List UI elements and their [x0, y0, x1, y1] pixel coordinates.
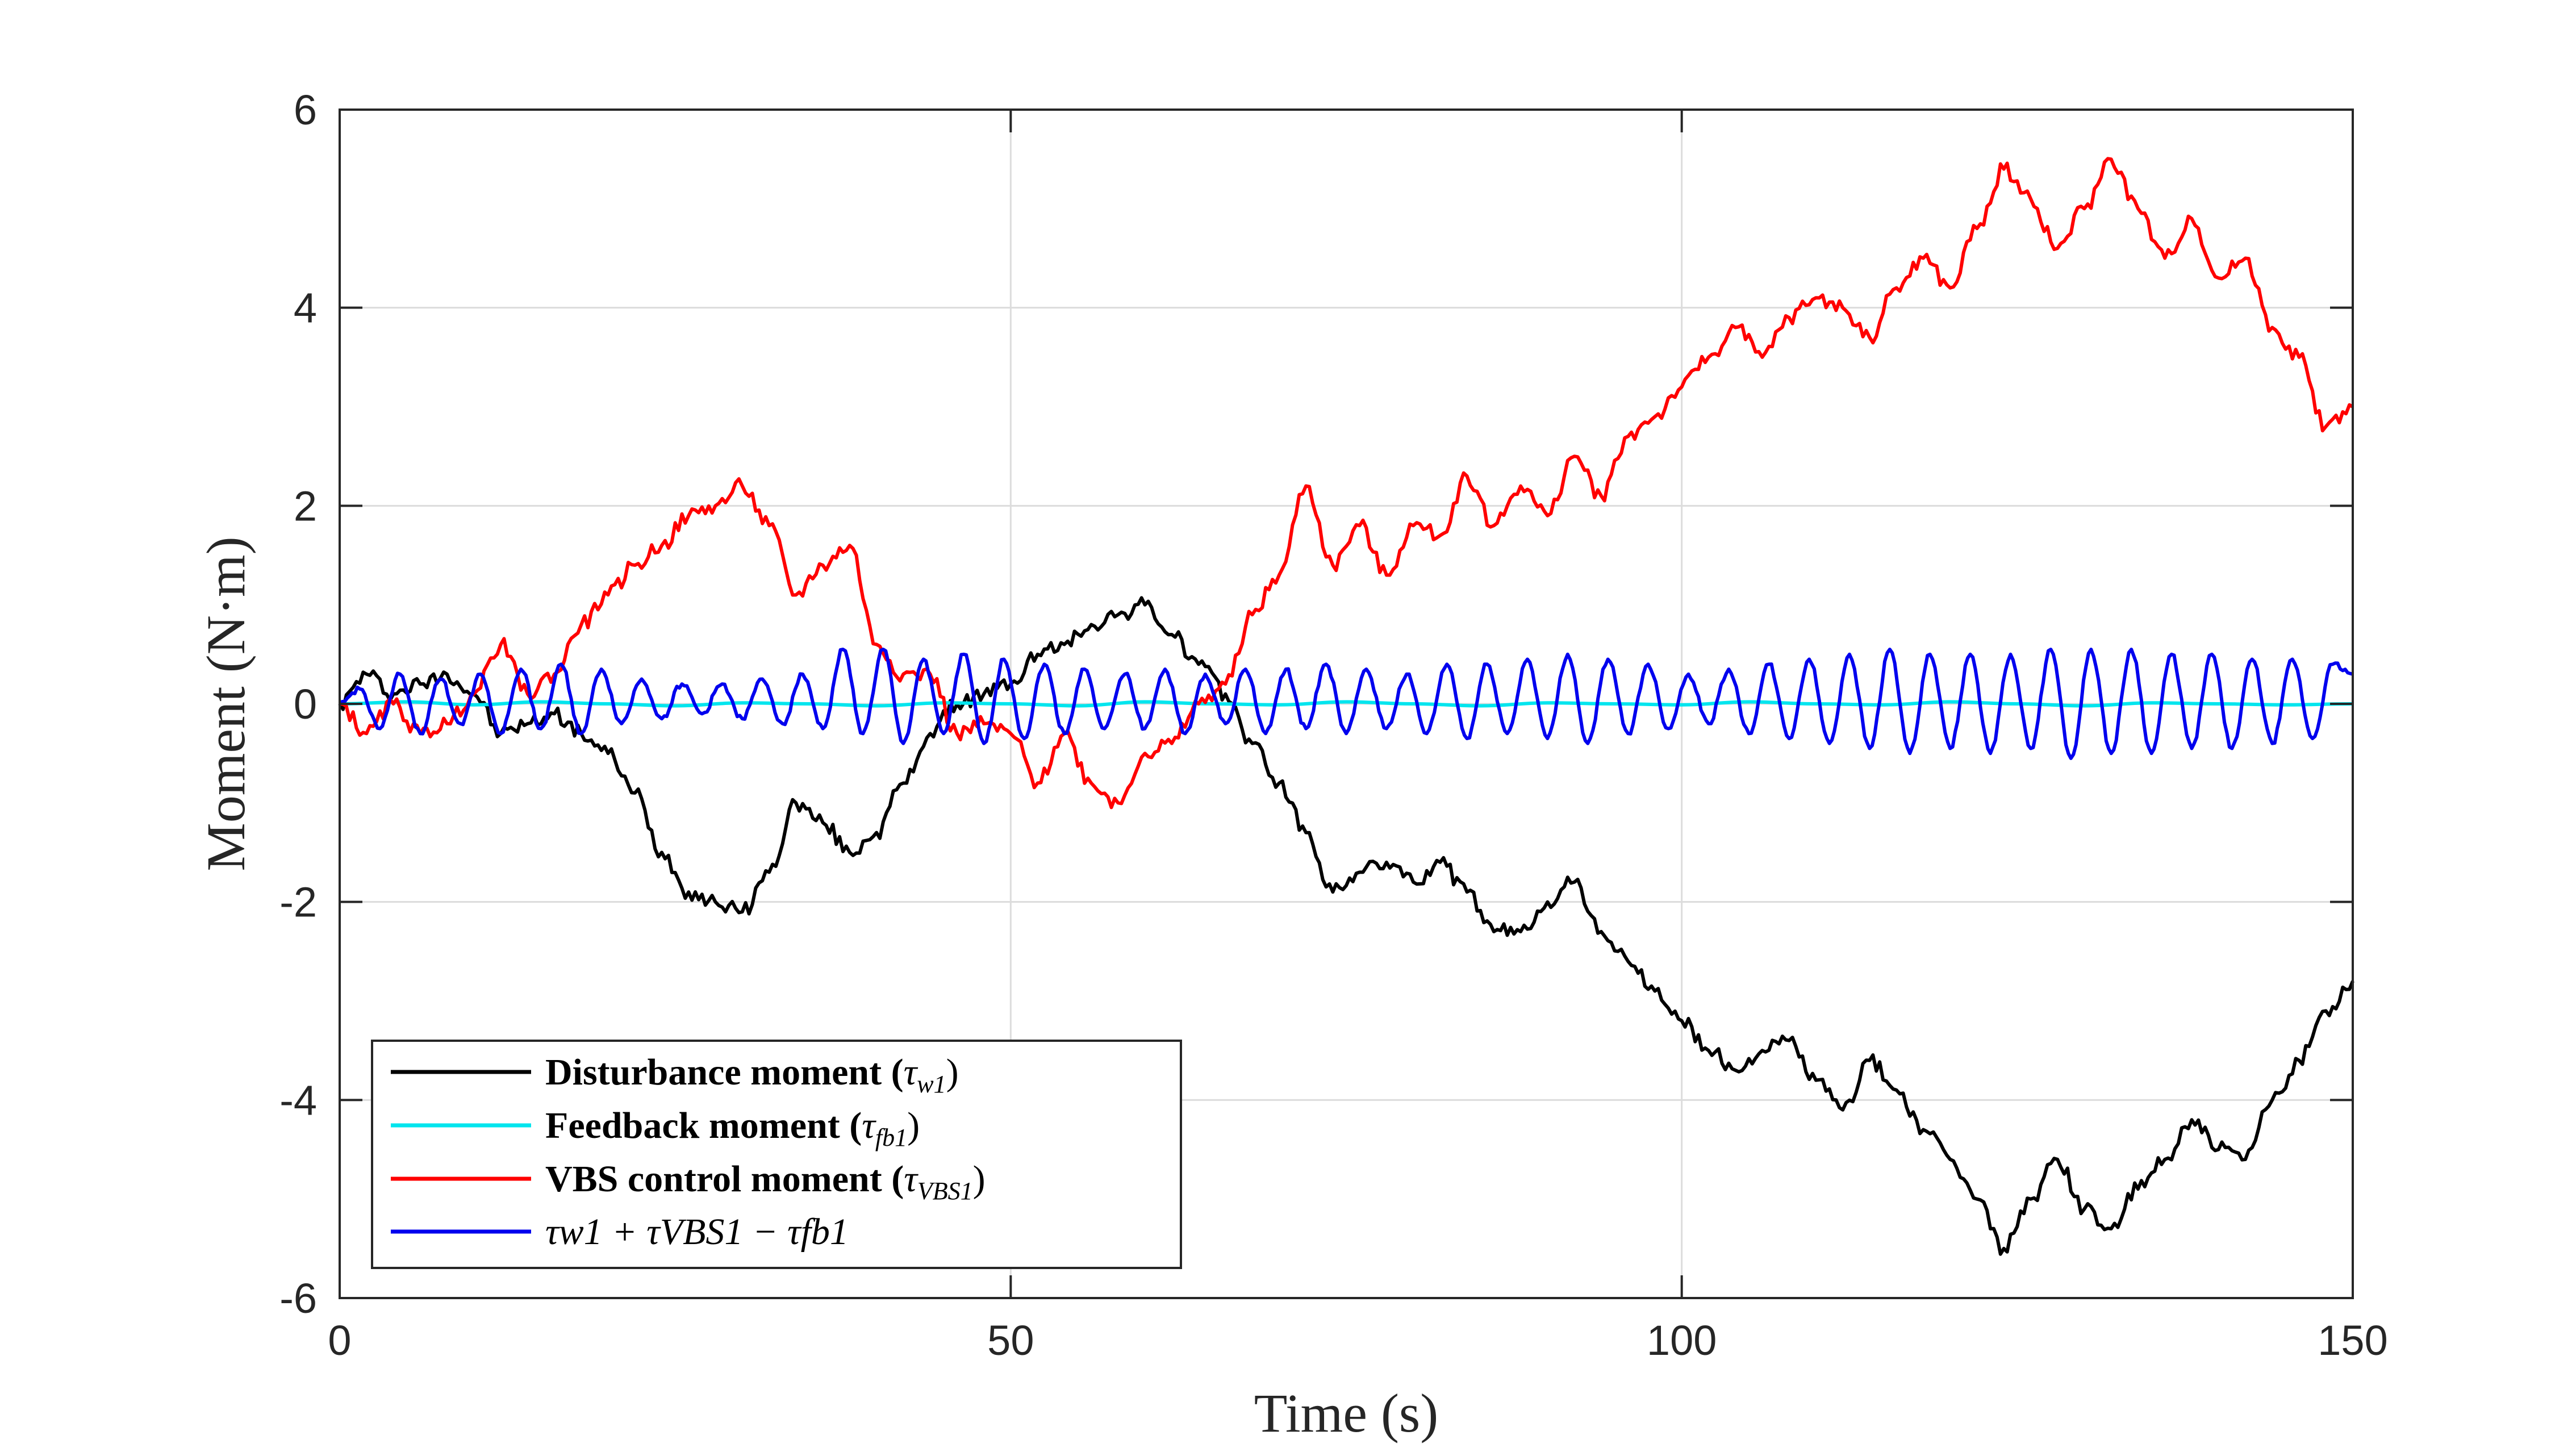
y-tick-label: 6: [294, 86, 317, 133]
legend-entry-label: VBS control moment (τVBS1): [545, 1158, 986, 1205]
x-axis-label: Time (s): [1254, 1383, 1439, 1443]
series-line-disturbance: [338, 596, 2354, 1256]
y-tick-label: -4: [279, 1077, 317, 1124]
x-tick-label: 100: [1647, 1317, 1717, 1364]
y-tick-label: 0: [294, 681, 317, 728]
series-line-feedback: [339, 700, 2353, 708]
y-axis-label: Moment (N·m): [195, 536, 256, 871]
x-tick-label: 150: [2318, 1317, 2387, 1364]
series-layer: [338, 157, 2354, 1256]
legend-entry-label: τw1 + τVBS1 − τfb1: [545, 1211, 849, 1253]
y-tick-label: -6: [279, 1275, 317, 1322]
legend-entry-label: Feedback moment (τfb1): [545, 1105, 920, 1151]
series-line-sum: [338, 648, 2353, 760]
y-tick-label: 2: [294, 482, 317, 529]
x-tick-label: 0: [328, 1317, 351, 1364]
y-tick-label: -2: [279, 879, 317, 926]
axis-ticks: 0 50 100 150 -6 -4 -2 0 2 4 6: [279, 86, 2388, 1364]
y-tick-label: 4: [294, 285, 317, 332]
series-line-vbs_control: [339, 157, 2354, 810]
x-tick-label: 50: [987, 1317, 1034, 1364]
legend: Disturbance moment (τw1) Feedback moment …: [371, 1040, 1182, 1269]
legend-entry-label: Disturbance moment (τw1): [545, 1052, 959, 1098]
